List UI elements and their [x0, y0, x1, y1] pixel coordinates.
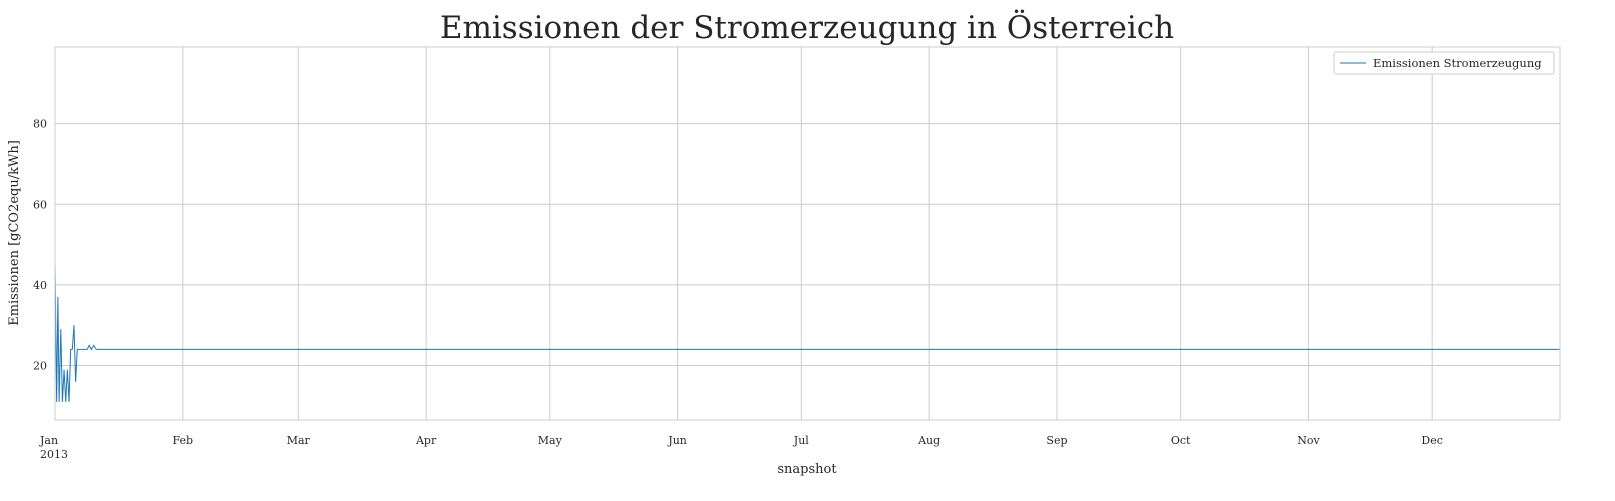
- x-tick-label: Jul: [793, 434, 809, 447]
- y-tick-label: 20: [33, 360, 47, 373]
- chart-title: Emissionen der Stromerzeugung in Österre…: [440, 8, 1174, 46]
- x-tick-label: Mar: [287, 434, 311, 447]
- grid-lines: [54, 47, 1560, 420]
- x-tick-label: Oct: [1171, 434, 1191, 447]
- x-tick-label: Jun: [667, 434, 687, 447]
- y-axis-label: Emissionen [gCO2equ/kWh]: [7, 140, 22, 326]
- x-tick-label: Nov: [1297, 434, 1320, 447]
- y-tick-label: 60: [33, 198, 47, 211]
- x-tick-label: Jan: [39, 434, 58, 447]
- x-axis-label: snapshot: [777, 462, 837, 477]
- x-year-label: 2013: [40, 448, 68, 461]
- series-line-emissions: [54, 260, 1560, 402]
- plot-area: [54, 260, 1560, 402]
- x-tick-label: Apr: [415, 434, 437, 447]
- x-tick-label: Aug: [917, 434, 940, 447]
- legend-label: Emissionen Stromerzeugung: [1373, 56, 1542, 70]
- x-tick-label: Feb: [173, 434, 194, 447]
- y-tick-label: 40: [33, 279, 47, 292]
- x-tick-labels: Jan Feb Mar Apr May Jun Jul Aug Sep Oct Nov Dec: [39, 434, 1443, 447]
- x-tick-label: Sep: [1046, 434, 1067, 447]
- legend: Emissionen Stromerzeugung: [1333, 51, 1555, 75]
- y-tick-labels: 20 40 60 80: [33, 118, 47, 373]
- y-tick-label: 80: [33, 118, 47, 131]
- x-tick-label: May: [538, 434, 563, 447]
- legend-box: [1333, 51, 1555, 75]
- x-tick-label: Dec: [1421, 434, 1443, 447]
- axes-frame: [54, 46, 1561, 421]
